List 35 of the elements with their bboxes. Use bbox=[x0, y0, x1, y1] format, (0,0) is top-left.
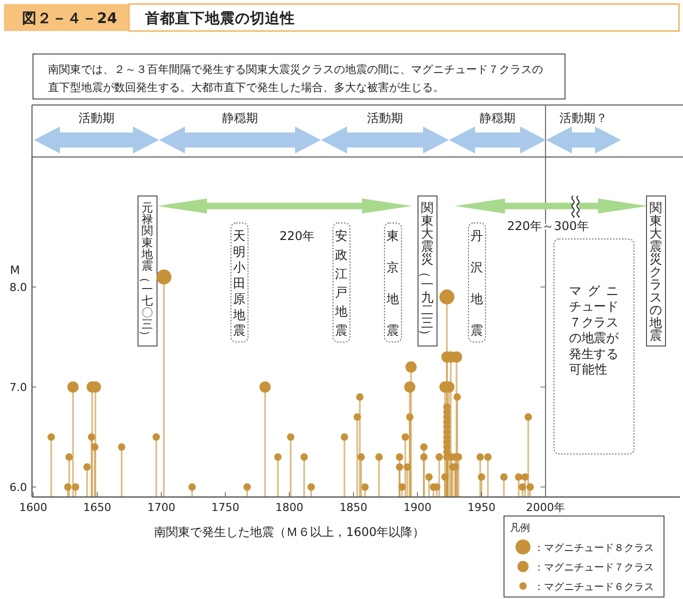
text: 元禄関東地震（一七〇三） bbox=[138, 200, 154, 342]
text: 東京地震 bbox=[386, 228, 400, 338]
text: 丹沢地震 bbox=[470, 228, 484, 338]
caption: 図２－４－24 bbox=[22, 11, 118, 27]
x-tick-label: 1900 bbox=[403, 501, 432, 514]
y-tick-label: 7.0 bbox=[10, 381, 27, 394]
annotation: 220年 bbox=[280, 229, 314, 243]
annotation: 安政江戸地震 bbox=[334, 228, 348, 338]
text: 関東大震災（一九二三） bbox=[418, 200, 434, 342]
y-tick-label: 8.0 bbox=[10, 281, 27, 294]
text: 活動期 bbox=[78, 111, 114, 125]
x-tick-label: 1700 bbox=[147, 501, 176, 514]
x-tick-label: 2000年 bbox=[526, 501, 566, 514]
text: 静穏期 bbox=[222, 111, 258, 125]
legend-title: 凡例 bbox=[510, 523, 530, 534]
annotation: マグニチュード７クラスの地震が発生する可能性 bbox=[569, 283, 620, 376]
x-tick-label: 1600 bbox=[19, 501, 48, 514]
legend-label: ：マグニチュード７クラス bbox=[534, 562, 654, 574]
legend-label: ：マグニチュード６クラス bbox=[534, 582, 654, 593]
chart-subtitle: 南関東では、２～３百年間隔で発生する関東大震災クラスの地震の間に、マグニチュード７クラスの直下型地震が数回発生する。大都市直下で発生した場合、多大な被害が生じる。 bbox=[48, 63, 543, 94]
text: 活動期 bbox=[367, 111, 403, 125]
x-tick-label: 1750 bbox=[211, 501, 240, 514]
x-tick-label: 1950 bbox=[468, 501, 496, 514]
x-tick-label: 1850 bbox=[339, 501, 368, 514]
x-tick-label: 1650 bbox=[83, 501, 112, 514]
text: 活動期？ bbox=[560, 111, 608, 125]
legend-label: ：マグニチュード８クラス bbox=[534, 543, 654, 554]
text: 静穏期 bbox=[480, 111, 516, 125]
text: 関東大震災クラスの地震 bbox=[650, 200, 662, 342]
x-axis-title: 南関東で発生した地震（Ｍ６以上，1600年以降） bbox=[154, 525, 425, 539]
annotation: 天明小田原地震 bbox=[232, 228, 246, 338]
y-tick-label: 6.0 bbox=[10, 481, 27, 494]
y-axis-title: M bbox=[10, 263, 20, 277]
x-tick-label: 1800 bbox=[275, 501, 304, 514]
chart-title: 首都直下地震の切迫性 bbox=[144, 10, 295, 27]
